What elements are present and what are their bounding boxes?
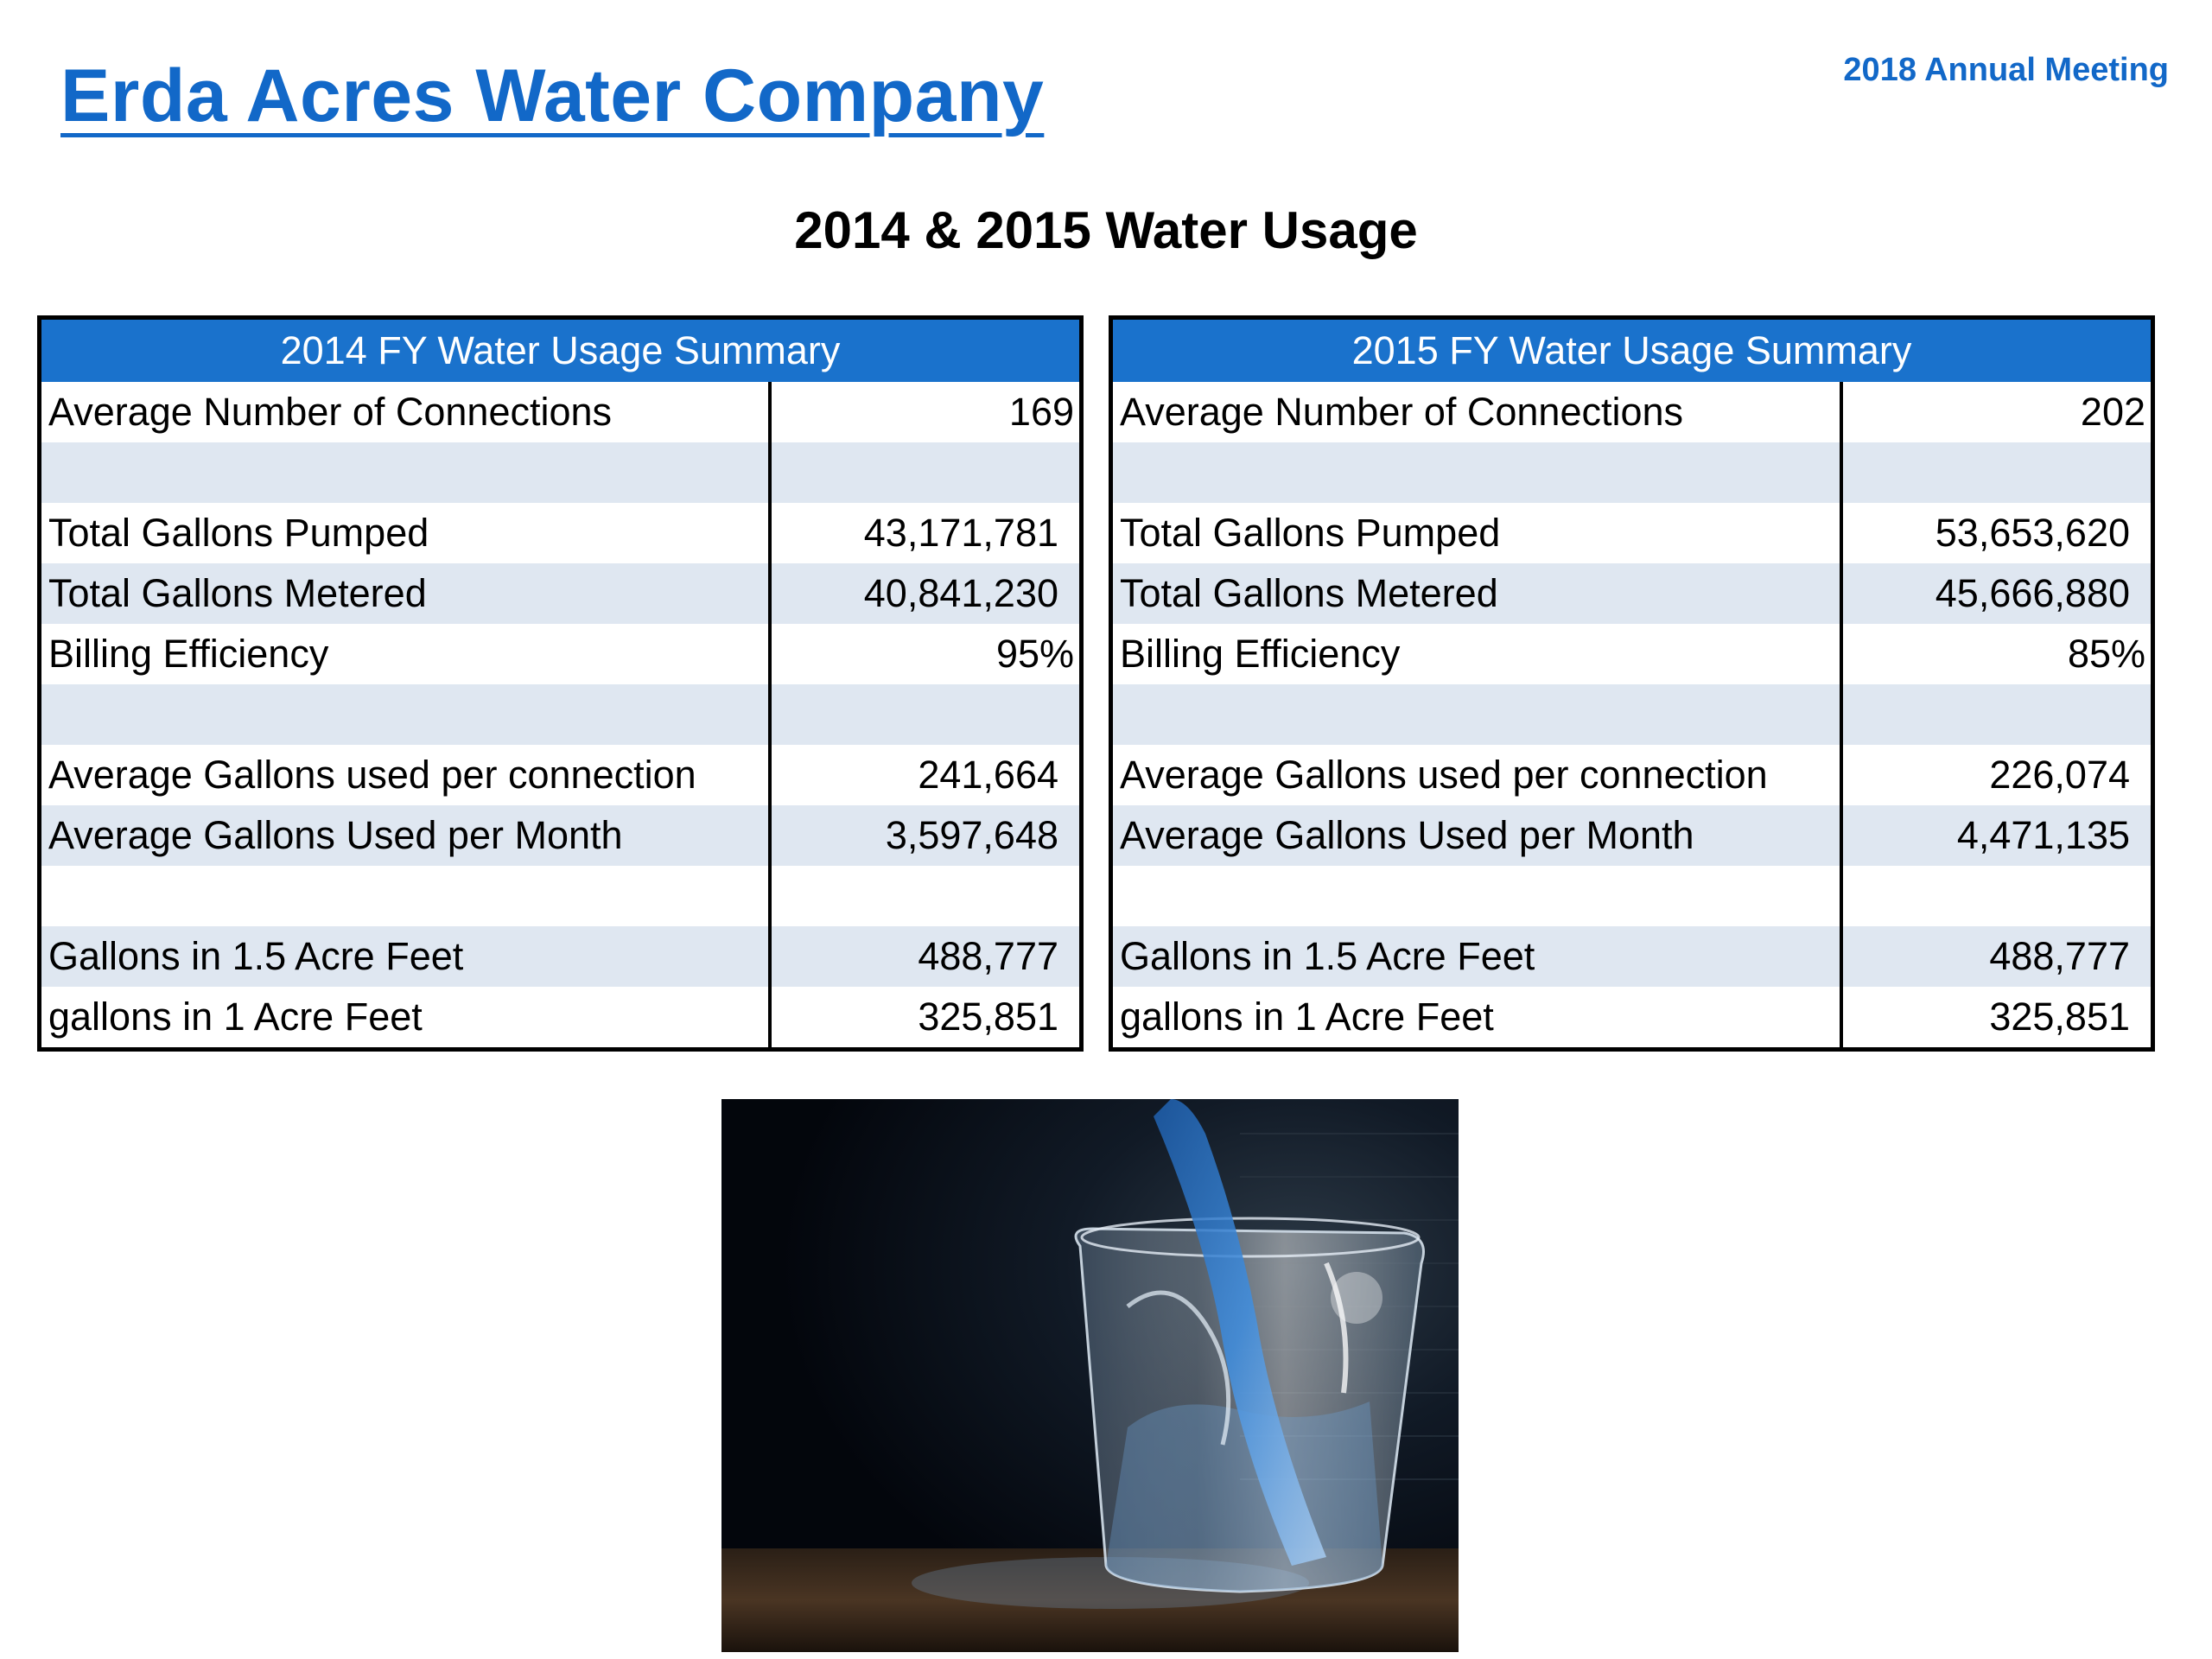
row-value: 3,597,648 (769, 805, 1082, 866)
row-value (769, 684, 1082, 745)
row-value: 85% (1840, 624, 2153, 684)
table-row (39, 684, 1082, 745)
water-glass-photo (721, 1099, 1459, 1652)
row-label (1110, 684, 1843, 745)
table-row (39, 866, 1082, 926)
table-row: Total Gallons Pumped 53,653,620 (1110, 503, 2153, 563)
table-row: Average Gallons used per connection 241,… (39, 745, 1082, 805)
table-row: Total Gallons Metered 45,666,880 (1110, 563, 2153, 624)
row-label: Average Number of Connections (39, 382, 772, 442)
row-label (1110, 442, 1843, 503)
table-row (39, 442, 1082, 503)
row-value: 95% (769, 624, 1082, 684)
row-label: Total Gallons Metered (1110, 563, 1843, 624)
row-label: Billing Efficiency (39, 624, 772, 684)
table-row: Average Number of Connections 169 (39, 382, 1082, 442)
row-label (39, 684, 772, 745)
row-value: 325,851 (769, 987, 1082, 1050)
table-row: Billing Efficiency 85% (1110, 624, 2153, 684)
table-row (1110, 442, 2153, 503)
fy2015-summary-table: 2015 FY Water Usage Summary Average Numb… (1109, 315, 2156, 1052)
row-value (1840, 866, 2153, 926)
fy2014-summary-table: 2014 FY Water Usage Summary Average Numb… (37, 315, 1084, 1052)
table-row: Gallons in 1.5 Acre Feet 488,777 (1110, 926, 2153, 987)
row-label: Average Gallons Used per Month (1110, 805, 1843, 866)
row-label (39, 442, 772, 503)
row-label: Total Gallons Pumped (39, 503, 772, 563)
row-label: Average Number of Connections (1110, 382, 1843, 442)
row-value: 40,841,230 (769, 563, 1082, 624)
row-label: Average Gallons Used per Month (39, 805, 772, 866)
table-row: Average Number of Connections 202 (1110, 382, 2153, 442)
row-label: gallons in 1 Acre Feet (1110, 987, 1843, 1050)
row-value: 169 (769, 382, 1082, 442)
row-value: 488,777 (769, 926, 1082, 987)
table-title: 2015 FY Water Usage Summary (1110, 317, 2153, 382)
table-row (1110, 684, 2153, 745)
row-value: 53,653,620 (1840, 503, 2153, 563)
row-label: Average Gallons used per connection (39, 745, 772, 805)
table-row: Average Gallons Used per Month 4,471,135 (1110, 805, 2153, 866)
row-value (1840, 442, 2153, 503)
row-label: gallons in 1 Acre Feet (39, 987, 772, 1050)
meeting-label: 2018 Annual Meeting (1843, 52, 2169, 88)
table-header-row: 2014 FY Water Usage Summary (39, 317, 1082, 382)
row-label: Gallons in 1.5 Acre Feet (39, 926, 772, 987)
company-title: Erda Acres Water Company (60, 54, 1045, 137)
row-value (1840, 684, 2153, 745)
row-value (769, 442, 1082, 503)
table-row: gallons in 1 Acre Feet 325,851 (39, 987, 1082, 1050)
page-title: 2014 & 2015 Water Usage (794, 201, 1418, 259)
table-title: 2014 FY Water Usage Summary (39, 317, 1082, 382)
row-label: Gallons in 1.5 Acre Feet (1110, 926, 1843, 987)
row-label: Billing Efficiency (1110, 624, 1843, 684)
row-label: Total Gallons Metered (39, 563, 772, 624)
row-value: 45,666,880 (1840, 563, 2153, 624)
table-row: Gallons in 1.5 Acre Feet 488,777 (39, 926, 1082, 987)
row-value: 488,777 (1840, 926, 2153, 987)
row-label (39, 866, 772, 926)
row-label: Average Gallons used per connection (1110, 745, 1843, 805)
row-value (769, 866, 1082, 926)
row-value: 325,851 (1840, 987, 2153, 1050)
row-value: 202 (1840, 382, 2153, 442)
row-label (1110, 866, 1843, 926)
table-row: gallons in 1 Acre Feet 325,851 (1110, 987, 2153, 1050)
table-header-row: 2015 FY Water Usage Summary (1110, 317, 2153, 382)
table-row: Billing Efficiency 95% (39, 624, 1082, 684)
table-row (1110, 866, 2153, 926)
table-row: Average Gallons Used per Month 3,597,648 (39, 805, 1082, 866)
table-row: Total Gallons Metered 40,841,230 (39, 563, 1082, 624)
row-value: 43,171,781 (769, 503, 1082, 563)
row-label: Total Gallons Pumped (1110, 503, 1843, 563)
row-value: 241,664 (769, 745, 1082, 805)
table-row: Total Gallons Pumped 43,171,781 (39, 503, 1082, 563)
row-value: 4,471,135 (1840, 805, 2153, 866)
row-value: 226,074 (1840, 745, 2153, 805)
table-row: Average Gallons used per connection 226,… (1110, 745, 2153, 805)
